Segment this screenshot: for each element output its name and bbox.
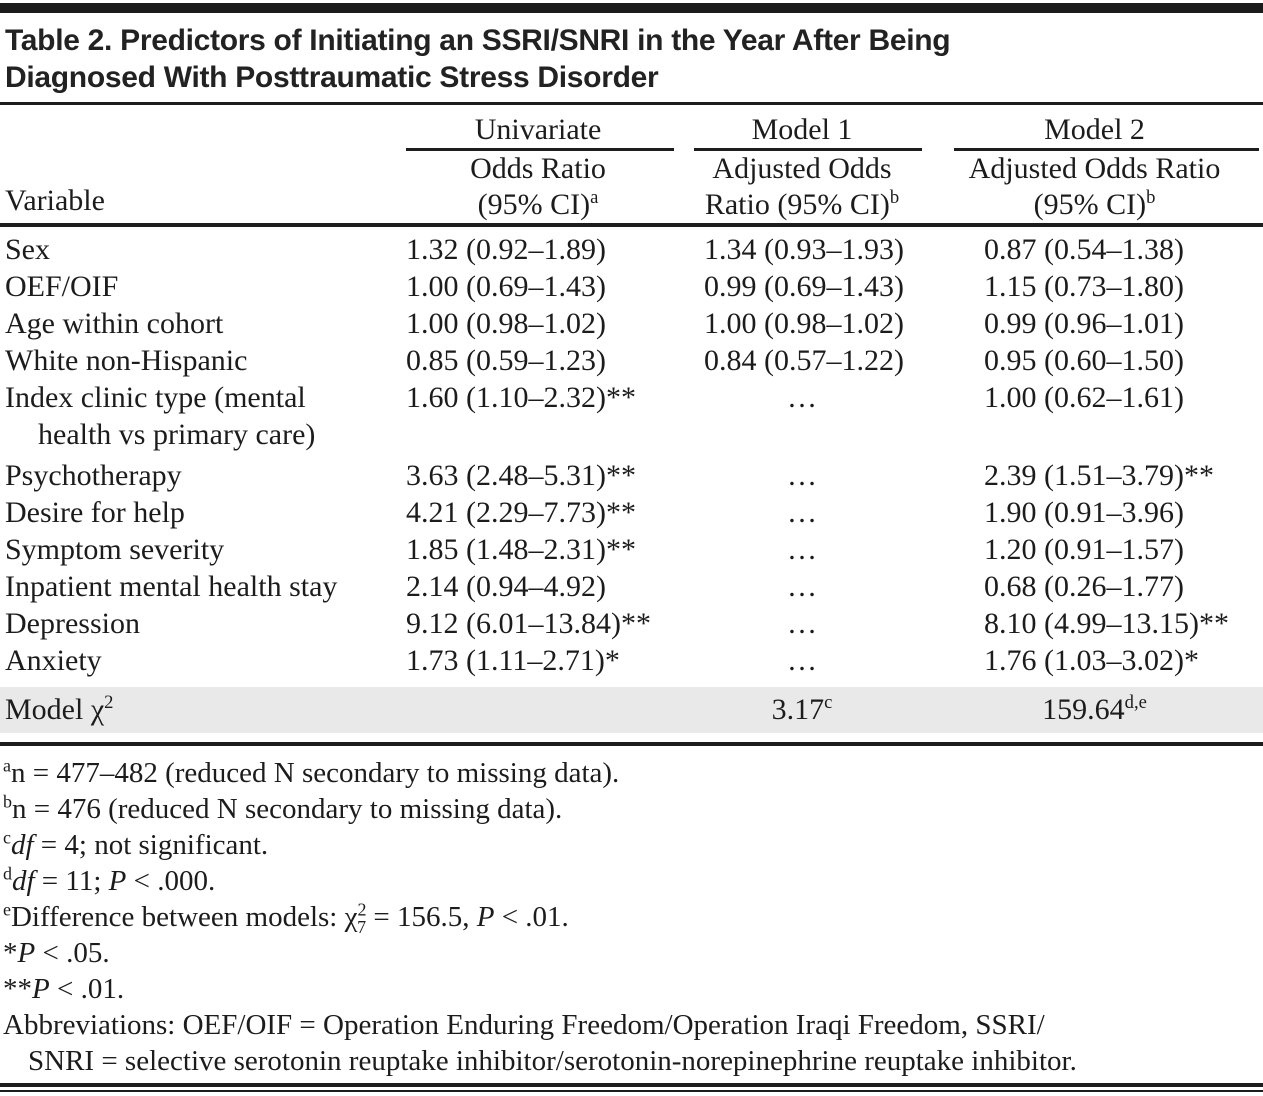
row-label-model-chi-square: Model χ2: [5, 692, 114, 726]
cell-univariate: 1.32 (0.92–1.89): [406, 233, 606, 266]
table-title-line1: Table 2. Predictors of Initiating an SSR…: [5, 24, 951, 57]
footnote-b: bn = 476 (reduced N secondary to missing…: [3, 791, 563, 825]
group-label-model2: Model 2: [1044, 113, 1145, 146]
cell-model1-ellipsis: …: [787, 459, 817, 492]
group-spanner-rule: [406, 148, 674, 151]
cell-model1-ellipsis: …: [787, 570, 817, 603]
table-row-depression: Depression 9.12 (6.01–13.84)** … 8.10 (4…: [0, 605, 1263, 642]
group-spanner-rule: [954, 148, 1259, 151]
row-label-line1: Index clinic type (mental: [5, 381, 306, 414]
page-bottom-double-rule: [0, 1083, 1263, 1092]
cell-model2: 1.15 (0.73–1.80): [984, 270, 1184, 303]
table-row-age: Age within cohort 1.00 (0.98–1.02) 1.00 …: [0, 305, 1263, 342]
group-label-model1: Model 1: [751, 113, 853, 146]
table-title-line2: Diagnosed With Posttraumatic Stress Diso…: [5, 61, 659, 94]
cell-model2: 0.95 (0.60–1.50): [984, 344, 1184, 377]
footnote-d: ddf = 11; P < .000.: [3, 863, 216, 897]
subheader-model2-line1: Adjusted Odds Ratio: [968, 152, 1221, 185]
table-row-symptom-severity: Symptom severity 1.85 (1.48–2.31)** … 1.…: [0, 531, 1263, 568]
row-label-line2: health vs primary care): [38, 418, 316, 451]
cell-model2: 1.76 (1.03–3.02)*: [984, 644, 1199, 677]
column-group-model2: Model 2 Adjusted Odds Ratio (95% CI)b: [926, 112, 1263, 223]
table-row-desire-for-help: Desire for help 4.21 (2.29–7.73)** … 1.9…: [0, 494, 1263, 531]
footnote-a: an = 477–482 (reduced N secondary to mis…: [3, 755, 620, 789]
cell-univariate: 9.12 (6.01–13.84)**: [406, 607, 651, 640]
cell-univariate: 4.21 (2.29–7.73)**: [406, 496, 636, 529]
table-row-psychotherapy: Psychotherapy 3.63 (2.48–5.31)** … 2.39 …: [0, 457, 1263, 494]
table-row-model-chi-square: Model χ2 3.17c 159.64d,e: [0, 687, 1263, 733]
table-row-inpatient-stay: Inpatient mental health stay 2.14 (0.94–…: [0, 568, 1263, 605]
row-label: Inpatient mental health stay: [5, 570, 338, 603]
cell-univariate-empty: [398, 687, 678, 733]
footnote-e: eDifference between models: χ27 = 156.5,…: [3, 899, 569, 937]
footnote-abbreviations-line2: SNRI = selective serotonin reuptake inhi…: [28, 1045, 1077, 1077]
row-label: White non-Hispanic: [5, 344, 248, 377]
subheader-univariate-line2: (95% CI)a: [477, 187, 599, 221]
title-separator-rule: [0, 102, 1263, 105]
cell-model2: 1.20 (0.91–1.57): [984, 533, 1184, 566]
footnote-single-asterisk: *P < .05.: [3, 937, 110, 969]
cell-model2: 8.10 (4.99–13.15)**: [984, 607, 1229, 640]
cell-univariate: 1.00 (0.69–1.43): [406, 270, 606, 303]
cell-model1-ellipsis: …: [787, 644, 817, 677]
cell-model2: 0.99 (0.96–1.01): [984, 307, 1184, 340]
table-row-sex: Sex 1.32 (0.92–1.89) 1.34 (0.93–1.93) 0.…: [0, 231, 1263, 268]
cell-model1: 1.00 (0.98–1.02): [704, 307, 904, 340]
cell-univariate: 1.85 (1.48–2.31)**: [406, 533, 636, 566]
footnote-double-asterisk: **P < .01.: [3, 973, 125, 1005]
table-row-anxiety: Anxiety 1.73 (1.11–2.71)* … 1.76 (1.03–3…: [0, 642, 1263, 679]
cell-model1: 0.99 (0.69–1.43): [704, 270, 904, 303]
cell-model2: 2.39 (1.51–3.79)**: [984, 459, 1214, 492]
footnote-c: cdf = 4; not significant.: [3, 827, 269, 861]
table-row-oef-oif: OEF/OIF 1.00 (0.69–1.43) 0.99 (0.69–1.43…: [0, 268, 1263, 305]
cell-model1: 1.34 (0.93–1.93): [704, 233, 904, 266]
subheader-model1-line1: Adjusted Odds: [712, 152, 892, 185]
cell-model1: 0.84 (0.57–1.22): [704, 344, 904, 377]
row-label: Sex: [5, 233, 50, 266]
column-group-model1: Model 1 Adjusted Odds Ratio (95% CI)b: [678, 112, 926, 223]
cell-univariate: 0.85 (0.59–1.23): [406, 344, 606, 377]
top-rule-bar: [0, 3, 1263, 13]
cell-model2: 0.68 (0.26–1.77): [984, 570, 1184, 603]
table-bottom-rule: [0, 742, 1263, 746]
cell-model1-chi-square: 3.17c: [771, 692, 833, 726]
row-label: Desire for help: [5, 496, 185, 529]
column-header-variable: Variable: [5, 184, 105, 217]
footnotes: an = 477–482 (reduced N secondary to mis…: [0, 746, 1263, 1079]
row-label: Symptom severity: [5, 533, 225, 566]
cell-model2-chi-square: 159.64d,e: [1042, 692, 1147, 726]
row-label: Psychotherapy: [5, 459, 182, 492]
subheader-model1-line2: Ratio (95% CI)b: [704, 187, 900, 221]
row-label: Anxiety: [5, 644, 102, 677]
table-title: Table 2. Predictors of Initiating an SSR…: [0, 13, 1263, 102]
cell-univariate: 1.00 (0.98–1.02): [406, 307, 606, 340]
row-label: Age within cohort: [5, 307, 224, 340]
cell-univariate: 1.73 (1.11–2.71)*: [406, 644, 620, 677]
group-label-univariate: Univariate: [474, 113, 602, 146]
table-row-white-non-hispanic: White non-Hispanic 0.85 (0.59–1.23) 0.84…: [0, 342, 1263, 379]
group-spanner-rule: [694, 148, 922, 151]
cell-model2: 1.90 (0.91–3.96): [984, 496, 1184, 529]
header-separator-rule: [0, 223, 1263, 227]
cell-univariate: 1.60 (1.10–2.32)**: [406, 381, 636, 414]
table-header: Variable Univariate Odds Ratio (95% CI)a…: [0, 105, 1263, 223]
table-body: Sex 1.32 (0.92–1.89) 1.34 (0.93–1.93) 0.…: [0, 227, 1263, 683]
footnote-abbreviations-line1: Abbreviations: OEF/OIF = Operation Endur…: [3, 1009, 1045, 1041]
cell-model1-ellipsis: …: [787, 496, 817, 529]
cell-univariate: 3.63 (2.48–5.31)**: [406, 459, 636, 492]
subheader-model2-line2: (95% CI)b: [1033, 187, 1156, 221]
cell-model1-ellipsis: …: [787, 533, 817, 566]
column-group-univariate: Univariate Odds Ratio (95% CI)a: [398, 112, 678, 223]
cell-model1-ellipsis: …: [787, 607, 817, 640]
cell-model1-ellipsis: …: [787, 381, 817, 414]
cell-model2: 1.00 (0.62–1.61): [984, 381, 1184, 414]
cell-univariate: 2.14 (0.94–4.92): [406, 570, 606, 603]
subheader-univariate-line1: Odds Ratio: [470, 152, 606, 185]
row-label: OEF/OIF: [5, 270, 119, 303]
row-label: Depression: [5, 607, 140, 640]
cell-model2: 0.87 (0.54–1.38): [984, 233, 1184, 266]
table-row-index-clinic-type: Index clinic type (mental health vs prim…: [0, 379, 1263, 453]
row-label: Index clinic type (mental health vs prim…: [0, 379, 398, 453]
